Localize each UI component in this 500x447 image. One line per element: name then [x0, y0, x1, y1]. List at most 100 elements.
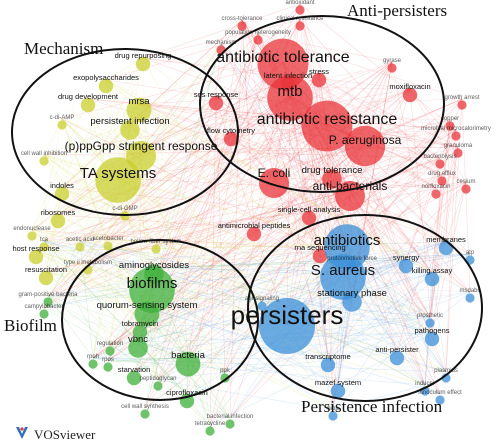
network-edge — [92, 172, 333, 359]
network-edge — [107, 239, 263, 301]
term-label: gyrase — [383, 58, 402, 64]
network-edge — [296, 91, 457, 131]
network-edge — [43, 143, 366, 242]
term-node — [120, 120, 140, 140]
term-node — [223, 131, 239, 147]
term-node — [431, 189, 441, 199]
network-edge — [43, 241, 447, 309]
network-edge — [355, 287, 431, 318]
network-edge — [156, 343, 188, 396]
term-node — [28, 249, 44, 265]
term-label: hollow fiber system — [130, 239, 181, 245]
network-edge — [215, 96, 255, 229]
network-edge — [317, 267, 329, 360]
network-edge — [286, 241, 447, 325]
term-node — [140, 409, 150, 419]
network-edge — [345, 336, 426, 386]
network-edge — [61, 181, 85, 189]
network-edge — [117, 177, 351, 191]
term-node — [301, 210, 317, 226]
network-edge — [100, 367, 231, 419]
network-edge — [153, 43, 222, 269]
term-label: bacteriolysis — [423, 154, 456, 160]
term-node — [347, 261, 357, 271]
network-edge — [107, 360, 148, 363]
network-edge — [87, 98, 433, 334]
term-label: rpoh — [87, 354, 99, 360]
network-edge — [43, 240, 109, 362]
term-node — [27, 231, 37, 241]
network-edge — [107, 132, 232, 362]
network-edge — [57, 214, 111, 346]
term-node — [253, 35, 263, 45]
term-label: quorum-sensing system — [97, 300, 198, 311]
network-edge — [362, 310, 431, 318]
term-node — [445, 121, 455, 131]
network-edge — [35, 250, 148, 309]
term-label: copper — [441, 116, 459, 122]
network-edge — [286, 129, 457, 325]
term-node — [98, 78, 114, 94]
term-label: killing assay — [412, 266, 453, 275]
network-edge — [153, 267, 433, 274]
network-edge — [273, 176, 339, 386]
network-edge — [289, 114, 321, 251]
term-label: innoculum effect — [418, 390, 462, 396]
network-edge — [431, 174, 443, 274]
network-edge — [43, 129, 457, 309]
network-edge — [405, 129, 457, 261]
network-edge — [360, 241, 447, 269]
term-label: hipa — [327, 406, 339, 412]
term-label: antioxidant — [285, 0, 314, 6]
network-edge — [431, 119, 451, 274]
network-edge — [61, 187, 139, 343]
network-edge — [327, 332, 433, 360]
network-edge — [107, 95, 291, 241]
network-edge — [409, 88, 467, 184]
network-edge — [144, 95, 291, 409]
network-edge — [61, 118, 141, 327]
term-label: granuloma — [444, 143, 473, 149]
term-node — [267, 75, 313, 121]
term-node — [295, 21, 305, 31]
annotation-anti-persisters: Anti-persisters — [347, 1, 447, 20]
network-edge — [138, 103, 459, 148]
network-edge — [43, 211, 310, 242]
network-edge — [288, 159, 443, 176]
network-edge — [45, 168, 178, 273]
network-edge — [92, 249, 321, 359]
network-edge — [87, 189, 351, 265]
network-edge — [327, 182, 467, 360]
network-edge — [144, 259, 353, 409]
term-label: stationary phase — [317, 288, 387, 299]
network-edge — [92, 357, 109, 362]
term-node — [237, 21, 247, 31]
network-edge — [299, 19, 443, 176]
network-edge — [140, 149, 348, 246]
term-label: atp — [466, 250, 475, 256]
term-label: S. aureus — [311, 262, 375, 279]
network-edge — [289, 95, 348, 246]
term-label: antibiotics — [314, 232, 381, 249]
term-node — [43, 297, 53, 307]
network-edge — [153, 143, 366, 269]
network-edge — [301, 291, 471, 326]
term-node — [435, 395, 445, 405]
network-edge — [142, 351, 188, 396]
term-label: antimicrobial peptides — [218, 221, 291, 230]
term-node — [342, 292, 362, 312]
network-edge — [107, 360, 146, 364]
network-edge — [186, 291, 471, 396]
term-label: peptidoglycan — [139, 376, 176, 382]
network-edge — [35, 118, 63, 252]
network-edge — [319, 316, 431, 355]
term-label: anti-persister — [375, 345, 419, 354]
network-edge — [61, 61, 284, 120]
network-edge — [318, 73, 441, 159]
network-edge — [318, 294, 433, 334]
network-edge — [241, 19, 255, 229]
network-edge — [332, 241, 447, 411]
network-edge — [61, 118, 321, 251]
network-edge — [124, 43, 222, 211]
term-label: tetracycline — [195, 421, 226, 427]
